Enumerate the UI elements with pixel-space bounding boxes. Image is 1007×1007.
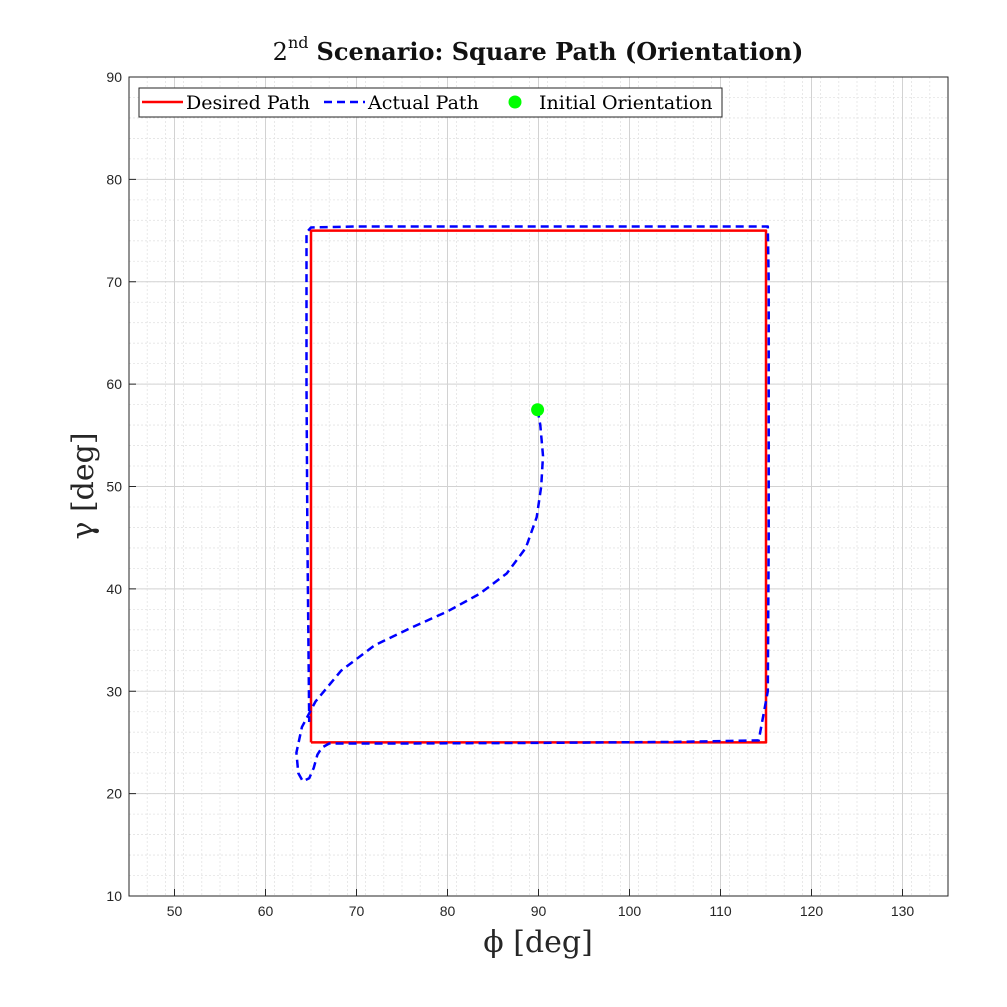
x-tick-label: 50	[167, 903, 183, 919]
y-tick-label: 10	[106, 888, 122, 904]
x-tick-label: 120	[800, 903, 824, 919]
chart-title-superscript: nd	[288, 33, 309, 52]
y-tick-label: 40	[106, 581, 122, 597]
y-tick-label: 30	[106, 683, 122, 699]
x-tick-label: 70	[349, 903, 365, 919]
point-initial-orientation	[531, 403, 545, 417]
series-line-actual-path	[295, 225, 770, 783]
legend-label-desired-path: Desired Path	[186, 92, 310, 114]
legend-swatch-initial-orientation	[508, 95, 522, 109]
x-tick-label: 130	[891, 903, 915, 919]
y-tick-label: 80	[106, 171, 122, 187]
y-tick-label: 70	[106, 274, 122, 290]
legend: Desired Path Actual Path Initial Orienta…	[138, 87, 723, 118]
legend-label-actual-path: Actual Path	[367, 92, 479, 114]
chart-title-main: Scenario: Square Path (Orientation)	[317, 37, 804, 66]
x-axis: 50 60 70 80 90 100 110 120 130	[167, 889, 915, 919]
x-tick-label: 110	[709, 903, 732, 919]
y-tick-label: 60	[106, 376, 122, 392]
y-tick-label: 50	[106, 479, 122, 495]
chart-title: 2nd Scenario: Square Path (Orientation)	[273, 33, 804, 66]
x-tick-label: 90	[531, 903, 547, 919]
y-tick-label: 20	[106, 786, 122, 802]
legend-label-initial-orientation: Initial Orientation	[539, 92, 713, 114]
chart-title-prefix: 2	[273, 38, 288, 66]
x-tick-label: 60	[258, 903, 274, 919]
y-axis: 10 20 30 40 50 60 70 80 90	[106, 69, 136, 904]
x-axis-label: ϕ [deg]	[483, 925, 593, 960]
y-tick-label: 90	[106, 69, 122, 85]
series-layer	[295, 225, 770, 783]
x-tick-label: 100	[618, 903, 642, 919]
major-grid	[129, 76, 948, 897]
y-axis-label: γ [deg]	[66, 432, 101, 539]
x-tick-label: 80	[440, 903, 456, 919]
legend-box	[138, 87, 723, 118]
